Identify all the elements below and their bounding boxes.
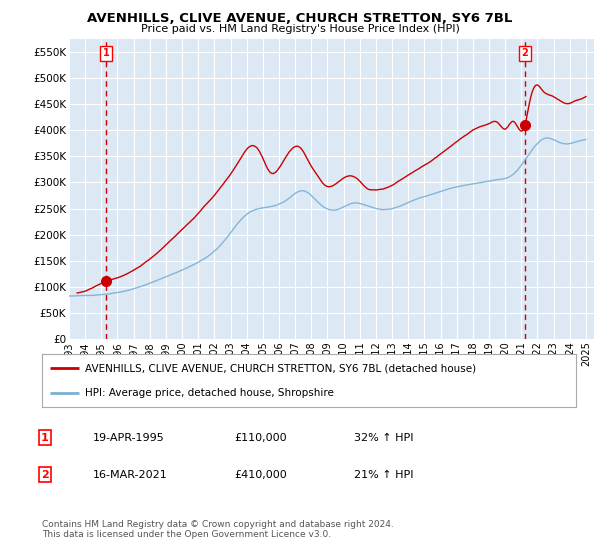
Text: 32% ↑ HPI: 32% ↑ HPI	[354, 433, 413, 443]
Text: 16-MAR-2021: 16-MAR-2021	[93, 470, 168, 480]
Text: 2: 2	[521, 48, 528, 58]
Text: 19-APR-1995: 19-APR-1995	[93, 433, 165, 443]
Text: Contains HM Land Registry data © Crown copyright and database right 2024.
This d: Contains HM Land Registry data © Crown c…	[42, 520, 394, 539]
Text: HPI: Average price, detached house, Shropshire: HPI: Average price, detached house, Shro…	[85, 388, 334, 398]
Text: £110,000: £110,000	[234, 433, 287, 443]
Text: 1: 1	[41, 433, 49, 443]
Text: Price paid vs. HM Land Registry's House Price Index (HPI): Price paid vs. HM Land Registry's House …	[140, 24, 460, 34]
Text: AVENHILLS, CLIVE AVENUE, CHURCH STRETTON, SY6 7BL: AVENHILLS, CLIVE AVENUE, CHURCH STRETTON…	[88, 12, 512, 25]
Text: 1: 1	[103, 48, 109, 58]
Text: 21% ↑ HPI: 21% ↑ HPI	[354, 470, 413, 480]
Text: AVENHILLS, CLIVE AVENUE, CHURCH STRETTON, SY6 7BL (detached house): AVENHILLS, CLIVE AVENUE, CHURCH STRETTON…	[85, 363, 476, 374]
Text: £410,000: £410,000	[234, 470, 287, 480]
Text: 2: 2	[41, 470, 49, 480]
